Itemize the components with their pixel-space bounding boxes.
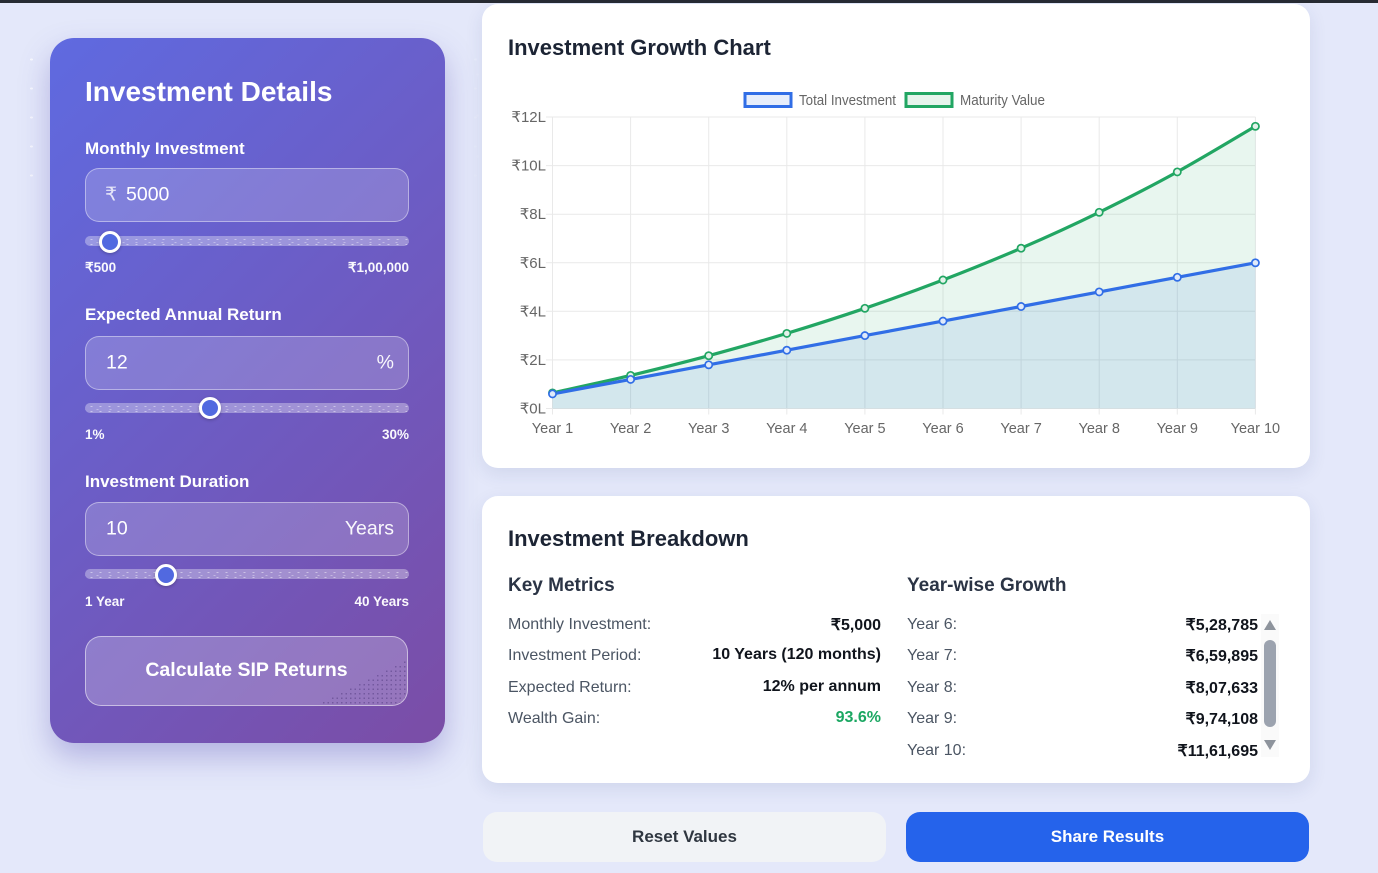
svg-text:Year 4: Year 4 — [766, 421, 807, 437]
svg-text:Year 5: Year 5 — [844, 421, 885, 437]
svg-text:Year 1: Year 1 — [532, 421, 573, 437]
svg-text:₹6L: ₹6L — [520, 255, 546, 272]
svg-text:₹12L: ₹12L — [511, 109, 546, 126]
svg-text:Year 6: Year 6 — [922, 421, 963, 437]
svg-text:Year 9: Year 9 — [1157, 421, 1198, 437]
svg-text:Year 2: Year 2 — [610, 421, 651, 437]
svg-text:₹4L: ₹4L — [520, 303, 546, 320]
svg-text:Maturity Value: Maturity Value — [960, 92, 1045, 109]
svg-text:₹8L: ₹8L — [520, 206, 546, 223]
svg-text:Year 7: Year 7 — [1000, 421, 1041, 437]
svg-text:Total Investment: Total Investment — [799, 92, 897, 109]
svg-text:₹0L: ₹0L — [520, 401, 546, 418]
svg-text:Year 3: Year 3 — [688, 421, 729, 437]
svg-text:₹2L: ₹2L — [520, 352, 546, 369]
svg-text:Year 8: Year 8 — [1079, 421, 1120, 437]
svg-text:₹10L: ₹10L — [511, 158, 546, 175]
svg-text:Year 10: Year 10 — [1231, 421, 1280, 437]
